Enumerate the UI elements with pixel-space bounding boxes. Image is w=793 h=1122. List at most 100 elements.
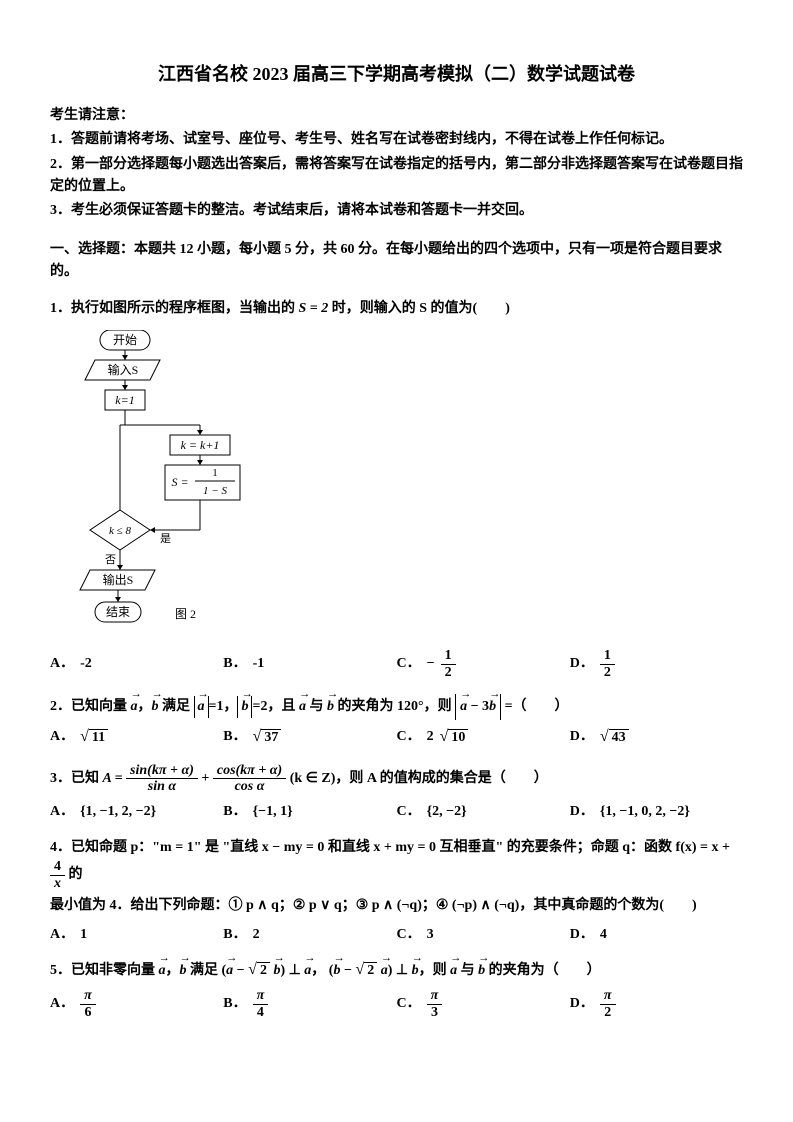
q3-text: 3．已知 A = sin(kπ + α)sin α + cos(kπ + α)c…	[50, 763, 743, 795]
q4-a-val: 1	[80, 924, 87, 946]
label-b: B．	[223, 653, 246, 675]
q4-l1a: 4．已知命题 p："m = 1" 是 "直线 x − my = 0 和直线 x …	[50, 840, 730, 855]
notice-head: 考生请注意：	[50, 105, 743, 127]
q2-opt-d: D．√43	[570, 726, 743, 748]
notice-2: 2．第一部分选择题每小题选出答案后，需将答案写在试卷指定的括号内，第二部分非选择…	[50, 154, 743, 199]
flowchart-svg: 开始 输入S k=1 k = k+1 S = 1 1 − S k ≤ 8 是 否	[70, 330, 270, 630]
q1-flowchart: 开始 输入S k=1 k = k+1 S = 1 1 − S k ≤ 8 是 否	[70, 330, 743, 638]
q3-tail: (k ∈ Z)，则 A 的值构成的集合是（ ）	[290, 771, 548, 786]
label-a: A．	[50, 924, 74, 946]
q3-opt-c: C． {2, −2}	[397, 801, 570, 823]
q5-opt-a: A． π6	[50, 988, 223, 1020]
svg-text:图 2: 图 2	[175, 607, 196, 621]
q1-b-val: -1	[253, 653, 265, 675]
q2-b-val: 37	[261, 729, 281, 747]
q5-cd: 3	[427, 1005, 443, 1020]
q4-l1b: 的	[65, 868, 83, 883]
section-1-head: 一、选择题：本题共 12 小题，每小题 5 分，共 60 分。在每小题给出的四个…	[50, 239, 743, 284]
q2-a-val: 11	[89, 729, 108, 747]
q1-text: 1．执行如图所示的程序框图，当输出的 S = 2 时，则输入的 S 的值为( )	[50, 298, 743, 320]
q3-a-val: {1, −1, 2, −2}	[80, 801, 156, 823]
q4-line2: 最小值为 4．给出下列命题：① p ∧ q；② p ∨ q；③ p ∧ (¬q)…	[50, 895, 743, 917]
q1-opt-c: C．−12	[397, 648, 570, 680]
notice-1: 1．答题前请将考场、试室号、座位号、考生号、姓名写在试卷密封线内，不得在试卷上作…	[50, 129, 743, 151]
q5-ad: 6	[80, 1005, 96, 1020]
q3-t1d: sin α	[126, 779, 198, 794]
label-a: A．	[50, 726, 74, 748]
label-a: A．	[50, 993, 74, 1015]
q1-c-pre: −	[427, 653, 435, 675]
svg-text:k = k+1: k = k+1	[181, 438, 220, 452]
label-d: D．	[570, 924, 594, 946]
label-b: B．	[223, 801, 246, 823]
q1-opt-b: B． -1	[223, 648, 396, 680]
svg-text:是: 是	[160, 532, 171, 545]
q4-b-val: 2	[253, 924, 260, 946]
q2-c-val: 10	[448, 729, 468, 747]
q3-t1n: sin(kπ + α)	[126, 763, 198, 779]
q4-opt-d: D． 4	[570, 924, 743, 946]
q1-c-den: 2	[441, 665, 456, 680]
q5-options: A．π6 B．π4 C．π3 D．π2	[50, 988, 743, 1020]
svg-text:S =: S =	[171, 475, 188, 489]
q4-opt-b: B．2	[223, 924, 396, 946]
label-c: C．	[397, 924, 421, 946]
q4-line1: 4．已知命题 p："m = 1" 是 "直线 x − my = 0 和直线 x …	[50, 837, 743, 891]
q1-c-num: 1	[441, 648, 456, 664]
svg-text:1: 1	[212, 467, 218, 479]
q3-t2d: cos α	[213, 779, 286, 794]
q5-opt-b: B． π4	[223, 988, 396, 1020]
label-d: D．	[570, 726, 594, 748]
q4-fd: x	[50, 876, 65, 891]
q3-plus: +	[201, 771, 212, 786]
q5-dn: π	[600, 988, 616, 1004]
q1-b: 时，则输入的 S 的值为( )	[328, 301, 510, 316]
svg-text:k ≤ 8: k ≤ 8	[109, 525, 131, 537]
page-title: 江西省名校 2023 届高三下学期高考模拟（二）数学试题试卷	[50, 60, 743, 89]
svg-text:1 − S: 1 − S	[203, 485, 227, 497]
label-d: D．	[570, 653, 594, 675]
q5-text: 5．已知非零向量 a，b 满足 (a − √2 b) ⊥ a， (b − √2 …	[50, 960, 743, 982]
q2-d-val: 43	[609, 729, 629, 747]
notice-block: 考生请注意： 1．答题前请将考场、试室号、座位号、考生号、姓名写在试卷密封线内，…	[50, 105, 743, 223]
q4-opt-c: C．3	[397, 924, 570, 946]
q5-r1: 2	[257, 962, 270, 980]
q2-text: 2．已知向量 a，b 满足 a=1，b=2，且 a 与 b 的夹角为 120°，…	[50, 694, 743, 720]
q5-opt-d: D．π2	[570, 988, 743, 1020]
q2-opt-a: A．√11	[50, 726, 223, 748]
q5-an: π	[80, 988, 96, 1004]
q5-r2: 2	[364, 962, 377, 980]
q1-opt-d: D．12	[570, 648, 743, 680]
label-c: C．	[397, 726, 421, 748]
svg-text:输入S: 输入S	[108, 362, 139, 377]
q1-a: 1．执行如图所示的程序框图，当输出的	[50, 301, 299, 316]
q3-c-val: {2, −2}	[427, 801, 467, 823]
svg-text:否: 否	[105, 554, 116, 566]
q4-d-val: 4	[600, 924, 607, 946]
q3-pre: 3．已知	[50, 771, 103, 786]
q3-b-val: {−1, 1}	[253, 801, 293, 823]
q5-opt-c: C．π3	[397, 988, 570, 1020]
q1-opt-a: A．-2	[50, 648, 223, 680]
q1-d-den: 2	[600, 665, 615, 680]
label-c: C．	[397, 801, 421, 823]
q5-cn: π	[427, 988, 443, 1004]
svg-text:开始: 开始	[113, 333, 137, 347]
q5-bn: π	[253, 988, 269, 1004]
q3-t2n: cos(kπ + α)	[213, 763, 286, 779]
q3-opt-a: A．{1, −1, 2, −2}	[50, 801, 223, 823]
q2-opt-c: C．2√10	[397, 726, 570, 748]
q5-dd: 2	[600, 1005, 616, 1020]
q4-opt-a: A． 1	[50, 924, 223, 946]
q4-options: A． 1 B．2 C．3 D． 4	[50, 924, 743, 946]
q2-options: A．√11 B．√37 C．2√10 D．√43	[50, 726, 743, 748]
q3-opt-d: D． {1, −1, 0, 2, −2}	[570, 801, 743, 823]
q5-bd: 4	[253, 1005, 269, 1020]
q2-c-pre: 2	[427, 726, 434, 748]
q2-opt-b: B．√37	[223, 726, 396, 748]
notice-3: 3．考生必须保证答题卡的整洁。考试结束后，请将本试卷和答题卡一并交回。	[50, 200, 743, 222]
q3-d-val: {1, −1, 0, 2, −2}	[600, 801, 690, 823]
label-c: C．	[397, 653, 421, 675]
label-d: D．	[570, 801, 594, 823]
label-b: B．	[223, 993, 246, 1015]
